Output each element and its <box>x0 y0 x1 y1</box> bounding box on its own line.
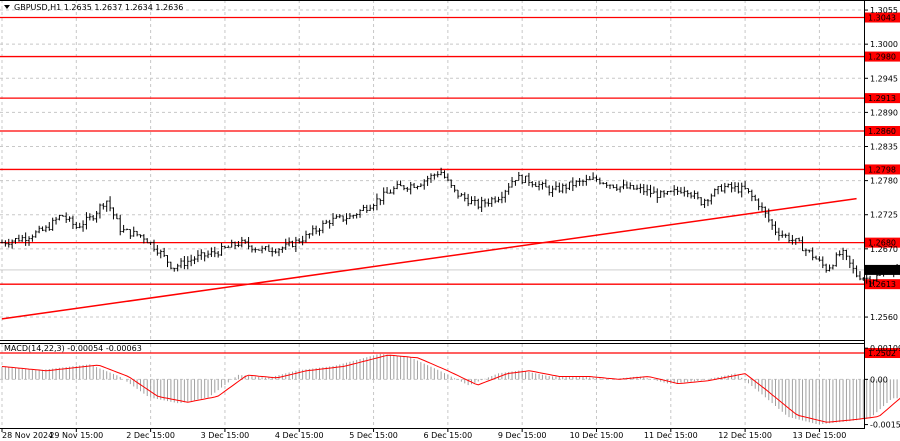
price-tick-label: 1.2560 <box>870 313 898 322</box>
price-tick-label: 1.2945 <box>870 74 898 83</box>
time-tick-label: 6 Dec 15:00 <box>424 431 473 440</box>
macd-title: MACD(14,22,3) -0.00054 -0.00063 <box>4 344 142 353</box>
price-tick-label: 1.2835 <box>870 143 898 152</box>
macd-signal-line <box>1 354 900 423</box>
time-tick-label: 28 Nov 2024 <box>2 431 53 440</box>
macd-tick-label: -0.00158 <box>870 421 900 430</box>
level-tag <box>865 348 900 359</box>
level-tag <box>865 12 900 23</box>
level-tag-label: 1.2860 <box>868 127 896 136</box>
level-tag-label: 1.2680 <box>868 239 896 248</box>
current-price-label: 1.2636 <box>868 266 896 275</box>
level-tag-label: 1.2913 <box>868 94 896 103</box>
macd-pane <box>1 353 900 425</box>
macd-tick-label: 0.00109 <box>870 344 900 353</box>
price-series <box>0 167 900 287</box>
level-tag-label: 1.2613 <box>868 280 896 289</box>
price-tick-label: 1.2890 <box>870 108 898 117</box>
time-tick-label: 2 Dec 15:00 <box>126 431 175 440</box>
time-tick-label: 5 Dec 15:00 <box>349 431 398 440</box>
level-tag <box>865 164 900 175</box>
time-tick-label: 9 Dec 15:00 <box>498 431 547 440</box>
time-tick-label: 13 Dec 15:00 <box>793 431 847 440</box>
dropdown-arrow-icon[interactable] <box>4 5 10 9</box>
level-tag <box>865 279 900 290</box>
macd-tick-label: 0.00 <box>870 375 888 384</box>
time-tick-label: 11 Dec 15:00 <box>644 431 698 440</box>
price-tick-label: 1.2725 <box>870 211 898 220</box>
price-tick-label: 1.2670 <box>870 245 898 254</box>
price-tick-label: 1.3055 <box>870 6 898 15</box>
level-tag-label: 1.3043 <box>868 14 896 23</box>
level-tag <box>865 51 900 62</box>
price-tick-label: 1.3000 <box>870 40 898 49</box>
current-price-tag <box>865 264 900 275</box>
time-tick-label: 29 Nov 15:00 <box>49 431 103 440</box>
time-tick-label: 4 Dec 15:00 <box>275 431 324 440</box>
trendline <box>1 197 857 320</box>
trendline-layer <box>1 197 857 320</box>
time-tick-label: 3 Dec 15:00 <box>201 431 250 440</box>
level-tag-label: 1.2980 <box>868 53 896 62</box>
time-tick-label: 12 Dec 15:00 <box>718 431 772 440</box>
levels: 1.30431.29801.29131.28601.27981.26801.26… <box>0 12 900 359</box>
price-tick-label: 1.2780 <box>870 177 898 186</box>
level-tag-label: 1.2502 <box>868 349 896 358</box>
level-tag <box>865 125 900 136</box>
level-tag <box>865 237 900 248</box>
chart-header: GBPUSD,H1 1.2635 1.2637 1.2634 1.2636 <box>14 3 183 12</box>
time-tick-label: 10 Dec 15:00 <box>570 431 624 440</box>
level-tag <box>865 93 900 104</box>
level-tag-label: 1.2798 <box>868 165 896 174</box>
